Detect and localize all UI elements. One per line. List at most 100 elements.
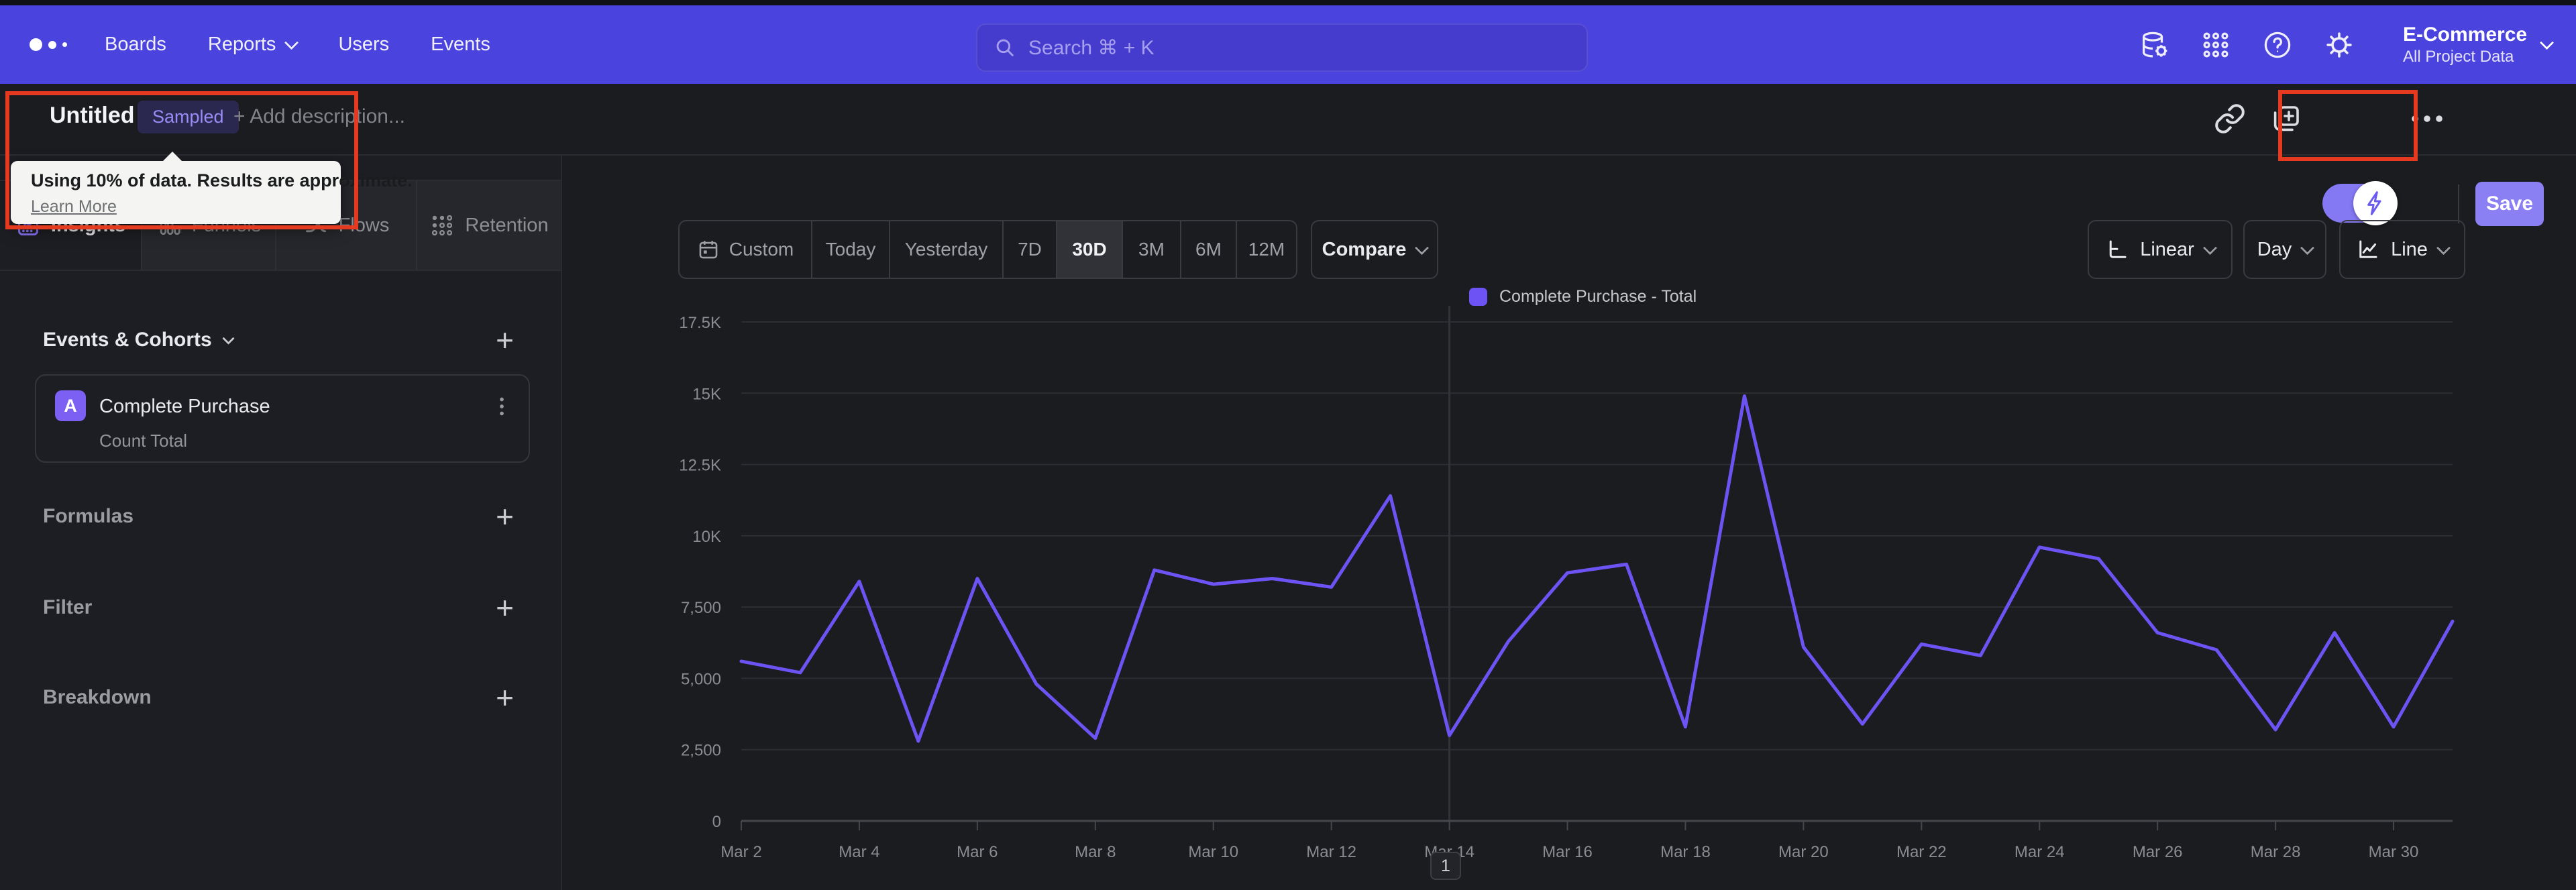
search-input[interactable]: Search ⌘ + K — [976, 23, 1588, 72]
copy-link-icon[interactable] — [2214, 103, 2246, 135]
project-name: E-Commerce — [2403, 23, 2528, 46]
svg-text:Mar 22: Mar 22 — [1896, 843, 1947, 861]
svg-text:2,500: 2,500 — [681, 742, 721, 760]
legend-swatch — [1469, 288, 1487, 306]
formulas-section: Formulas + — [43, 500, 518, 533]
page-indicator[interactable]: 1 — [1430, 852, 1461, 880]
date-range-yesterday[interactable]: Yesterday — [889, 221, 1002, 278]
svg-text:Mar 16: Mar 16 — [1542, 843, 1593, 861]
query-sidebar: Insights Funnels Flows — [0, 156, 562, 890]
date-range-custom[interactable]: Custom — [680, 221, 811, 278]
add-to-board-icon[interactable] — [2270, 103, 2302, 135]
svg-text:Mar 20: Mar 20 — [1778, 843, 1829, 861]
breakdown-section: Breakdown + — [43, 681, 518, 714]
chart-legend[interactable]: Complete Purchase - Total — [1469, 287, 1697, 307]
svg-text:Mar 2: Mar 2 — [720, 843, 761, 861]
chevron-down-icon — [284, 36, 299, 50]
sampling-toggle[interactable] — [2322, 181, 2398, 225]
top-nav: Boards Reports Users Events Search ⌘ + K — [0, 5, 2576, 84]
settings-gear-icon[interactable] — [2324, 30, 2355, 60]
chevron-down-icon — [2436, 240, 2451, 255]
date-range-30d[interactable]: 30D — [1056, 221, 1122, 278]
events-cohorts-header-row: Events & Cohorts + — [43, 324, 518, 356]
toolbar-divider — [2458, 184, 2459, 223]
toggle-knob — [2353, 181, 2398, 225]
learn-more-link[interactable]: Learn More — [31, 197, 117, 216]
chevron-down-icon — [222, 331, 235, 345]
svg-text:Mar 30: Mar 30 — [2369, 843, 2419, 861]
svg-text:10K: 10K — [692, 528, 721, 546]
chevron-down-icon — [2202, 240, 2217, 255]
svg-text:Mar 8: Mar 8 — [1075, 843, 1116, 861]
project-switcher[interactable]: E-Commerce All Project Data — [2403, 23, 2555, 67]
date-range-6m[interactable]: 6M — [1180, 221, 1236, 278]
date-range-today[interactable]: Today — [811, 221, 889, 278]
tooltip-text: Using 10% of data. Results are approxima… — [31, 170, 413, 190]
apps-grid-icon[interactable] — [2200, 30, 2231, 60]
svg-text:0: 0 — [712, 813, 721, 831]
svg-text:17.5K: 17.5K — [679, 314, 721, 332]
svg-text:Mar 10: Mar 10 — [1188, 843, 1238, 861]
scale-select[interactable]: Linear — [2088, 220, 2233, 279]
sampling-tooltip: Using 10% of data. Results are approxima… — [11, 152, 413, 224]
line-chart: 0 2,500 5,000 7,500 10K 12.5K 15K 17.5K Mar 2 Mar… — [679, 306, 2455, 861]
nav-item-boards[interactable]: Boards — [105, 34, 166, 55]
help-icon[interactable] — [2262, 30, 2293, 60]
nav-item-events[interactable]: Events — [431, 34, 490, 55]
svg-text:15K: 15K — [692, 385, 721, 403]
legend-label: Complete Purchase - Total — [1499, 287, 1697, 306]
svg-text:Mar 28: Mar 28 — [2251, 843, 2301, 861]
retention-icon — [432, 215, 453, 236]
tooltip-arrow — [162, 152, 182, 162]
chevron-down-icon — [2300, 240, 2315, 255]
svg-text:5,000: 5,000 — [681, 670, 721, 688]
nav-item-users[interactable]: Users — [338, 34, 390, 55]
mixpanel-logo[interactable] — [30, 5, 67, 84]
calendar-icon — [699, 241, 718, 259]
line-chart-icon — [2359, 240, 2377, 258]
lightning-bolt-icon — [2367, 191, 2381, 215]
add-breakdown-button[interactable]: + — [492, 682, 518, 713]
search-placeholder: Search ⌘ + K — [1028, 36, 1155, 59]
nav-icon-cluster: E-Commerce All Project Data — [2139, 5, 2555, 84]
project-scope: All Project Data — [2403, 47, 2514, 66]
sampled-badge[interactable]: Sampled — [138, 101, 239, 133]
svg-text:Mar 6: Mar 6 — [957, 843, 998, 861]
add-description-button[interactable]: + Add description... — [233, 105, 405, 127]
chevron-down-icon — [1415, 240, 1430, 255]
date-range-segmented-control: Custom Today Yesterday 7D 30D 3M 6M 12M — [678, 220, 1297, 279]
more-options-button[interactable] — [2410, 107, 2443, 139]
svg-text:12.5K: 12.5K — [679, 457, 721, 475]
data-management-icon[interactable] — [2139, 30, 2169, 60]
svg-text:Mar 12: Mar 12 — [1306, 843, 1356, 861]
compare-button[interactable]: Compare — [1311, 220, 1438, 279]
event-menu-kebab[interactable] — [490, 394, 514, 419]
report-title[interactable]: Untitled — [50, 103, 135, 128]
save-button[interactable]: Save — [2475, 182, 2544, 226]
events-cohorts-header[interactable]: Events & Cohorts — [43, 329, 235, 351]
event-name[interactable]: Complete Purchase — [99, 396, 270, 417]
svg-text:Mar 4: Mar 4 — [839, 843, 879, 861]
svg-text:7,500: 7,500 — [681, 599, 721, 617]
event-letter-badge: A — [55, 390, 86, 421]
granularity-select[interactable]: Day — [2243, 220, 2326, 279]
event-card[interactable]: A Complete Purchase Count Total — [35, 374, 530, 463]
add-filter-button[interactable]: + — [492, 592, 518, 623]
add-event-button[interactable]: + — [492, 325, 518, 355]
chevron-down-icon — [2539, 36, 2555, 50]
date-range-12m[interactable]: 12M — [1236, 221, 1296, 278]
primary-nav: Boards Reports Users Events — [105, 5, 490, 84]
search-icon — [996, 39, 1014, 56]
report-toolbar: Untitled Sampled + Add description... — [0, 84, 2576, 226]
date-range-7d[interactable]: 7D — [1002, 221, 1056, 278]
linear-axis-icon — [2109, 240, 2127, 258]
add-formula-button[interactable]: + — [492, 501, 518, 532]
window-top-edge — [0, 0, 2576, 5]
filter-section: Filter + — [43, 592, 518, 624]
event-metric[interactable]: Count Total — [99, 431, 188, 451]
tab-retention[interactable]: Retention — [416, 181, 561, 270]
chart-type-select[interactable]: Line — [2339, 220, 2465, 279]
date-range-3m[interactable]: 3M — [1122, 221, 1180, 278]
nav-item-reports[interactable]: Reports — [208, 34, 299, 56]
